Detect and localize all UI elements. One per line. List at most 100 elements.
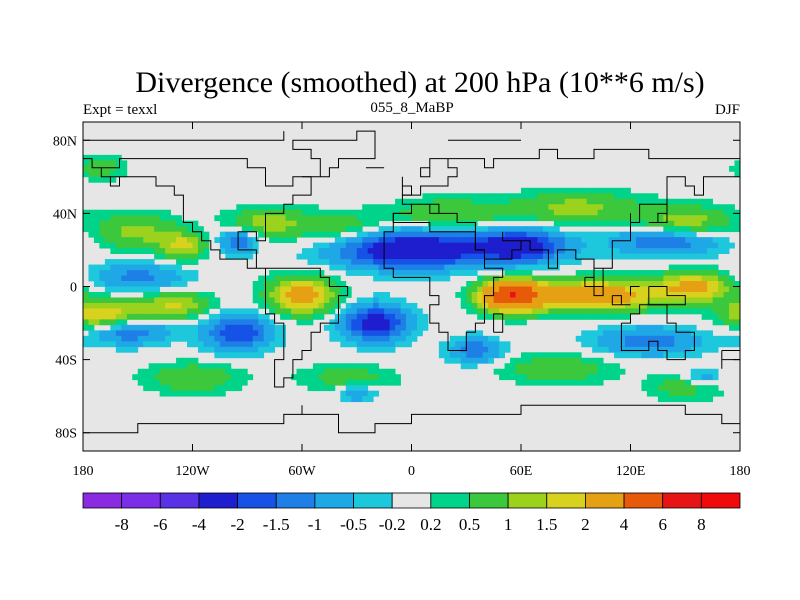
field-cell [389, 270, 396, 276]
field-cell [581, 368, 588, 375]
field-cell [668, 390, 675, 397]
field-cell [504, 346, 511, 353]
field-cell [340, 226, 347, 233]
field-cell [406, 341, 412, 348]
field-cell [641, 297, 648, 304]
field-cell [406, 248, 412, 254]
field-cell [302, 253, 308, 260]
field-cell [449, 259, 456, 265]
field-cell [668, 385, 675, 392]
field-cell [395, 253, 401, 260]
field-cell [652, 281, 659, 287]
field-cell [521, 357, 527, 364]
field-cell [504, 204, 511, 211]
field-cell [214, 368, 221, 375]
field-cell [548, 264, 555, 271]
field-cell [132, 270, 139, 276]
field-cell [280, 286, 286, 293]
field-cell [603, 297, 610, 304]
field-cell [176, 231, 182, 238]
field-cell [581, 198, 588, 205]
field-cell [307, 209, 314, 216]
field-cell [488, 215, 495, 222]
field-cell [553, 259, 560, 265]
field-cell [104, 313, 111, 320]
field-cell [132, 281, 139, 287]
field-cell [521, 308, 527, 315]
field-cell [356, 242, 363, 249]
field-cell [143, 215, 150, 222]
field-cell [679, 231, 686, 238]
field-cell [696, 374, 703, 381]
field-cell [219, 308, 226, 315]
field-cell [329, 385, 336, 392]
field-cell [362, 253, 369, 260]
field-cell [225, 242, 232, 249]
field-cell [548, 297, 555, 304]
field-cell [685, 253, 692, 260]
field-cell [625, 198, 631, 205]
field-cell [493, 204, 500, 211]
field-cell [154, 275, 161, 282]
field-cell [181, 231, 188, 238]
field-cell [291, 204, 297, 211]
field-cell [291, 231, 297, 238]
field-cell [241, 237, 248, 244]
field-cell [165, 253, 171, 260]
field-cell [592, 270, 599, 276]
field-cell [586, 379, 593, 386]
field-cell [455, 341, 462, 348]
field-cell [137, 374, 144, 381]
field-cell [652, 193, 659, 200]
field-cell [586, 335, 593, 342]
field-cell [433, 226, 440, 233]
field-cell [499, 259, 505, 265]
field-cell [176, 237, 182, 244]
field-cell [187, 275, 193, 282]
field-cell [165, 335, 171, 342]
field-cell [619, 242, 626, 249]
field-cell [657, 390, 664, 397]
field-cell [619, 209, 626, 216]
field-cell [247, 313, 254, 320]
field-cell [559, 237, 566, 244]
field-cell [181, 379, 188, 386]
field-cell [280, 335, 286, 342]
field-cell [362, 313, 369, 320]
field-cell [701, 270, 708, 276]
field-cell [252, 281, 259, 287]
field-cell [635, 286, 642, 293]
field-cell [345, 209, 352, 216]
field-cell [230, 379, 237, 386]
field-cell [723, 297, 730, 304]
field-cell [88, 335, 95, 342]
field-cell [581, 204, 588, 211]
field-cell [559, 275, 566, 282]
field-cell [302, 270, 308, 276]
field-cell [356, 379, 363, 386]
field-cell [537, 215, 544, 222]
field-cell [581, 374, 588, 381]
field-cell [269, 341, 276, 348]
field-cell [323, 209, 330, 216]
field-cell [537, 297, 544, 304]
field-cell [542, 187, 549, 194]
field-cell [482, 198, 489, 205]
field-cell [274, 275, 281, 282]
field-cell [154, 253, 161, 260]
field-cell [334, 368, 341, 375]
field-cell [389, 204, 396, 211]
field-cell [630, 341, 637, 348]
field-cell [83, 160, 89, 167]
field-cell [614, 330, 620, 337]
field-cell [690, 346, 697, 353]
field-cell [318, 220, 325, 227]
field-cell [646, 248, 653, 254]
field-cell [526, 231, 533, 238]
field-cell [608, 330, 615, 337]
field-cell [542, 209, 549, 216]
field-cell [521, 242, 527, 249]
field-cell [329, 231, 336, 238]
field-cell [630, 275, 637, 282]
field-cell [444, 253, 451, 260]
